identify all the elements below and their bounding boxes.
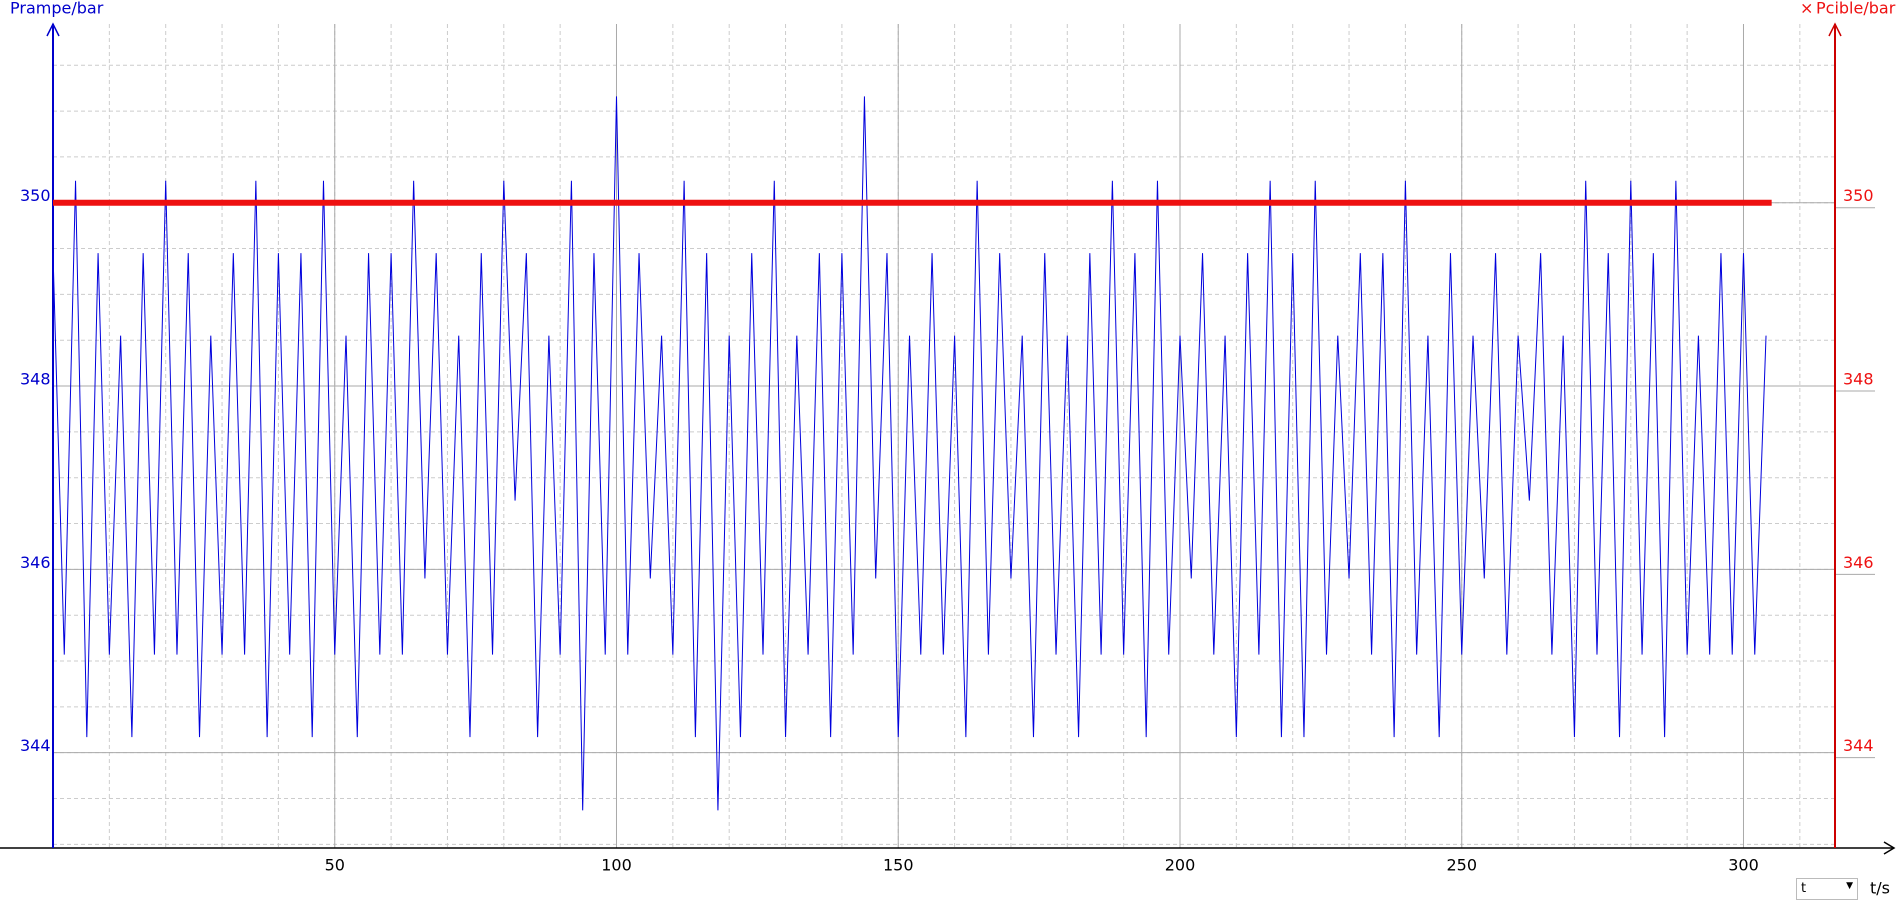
y-tick-label: 346: [20, 553, 51, 572]
x-tick-label: 250: [1446, 856, 1477, 875]
y2-tick-label: 346: [1843, 553, 1874, 572]
y2-tick-label: 350: [1843, 186, 1874, 205]
x-axis-label: t/s: [1870, 879, 1890, 898]
y-axis-arrow: [46, 22, 60, 37]
x-selector-text: t: [1801, 881, 1807, 896]
x-selector[interactable]: t ▼: [1796, 878, 1858, 900]
y2-tick-label: 344: [1843, 736, 1874, 755]
y-tick-label: 350: [20, 186, 51, 205]
x-tick-label: 100: [601, 856, 632, 875]
dropdown-arrow: ▼: [1846, 881, 1853, 891]
x-tick-label: 200: [1165, 856, 1196, 875]
x-axis-arrow: [1883, 841, 1896, 855]
y-tick-label: 348: [20, 370, 51, 389]
y2-axis-label: Pcible/bar: [1816, 0, 1896, 18]
y2-axis-arrow: [1828, 22, 1842, 37]
y-tick-label: 344: [20, 736, 51, 755]
x-tick-label: 50: [325, 856, 345, 875]
x-tick-label: 300: [1728, 856, 1759, 875]
series-line: [52, 96, 1767, 811]
x-tick-label: 150: [883, 856, 914, 875]
y-axis-label: Prampe/bar: [10, 0, 104, 18]
close-icon[interactable]: ×: [1800, 0, 1813, 18]
y2-tick-label: 348: [1843, 370, 1874, 389]
